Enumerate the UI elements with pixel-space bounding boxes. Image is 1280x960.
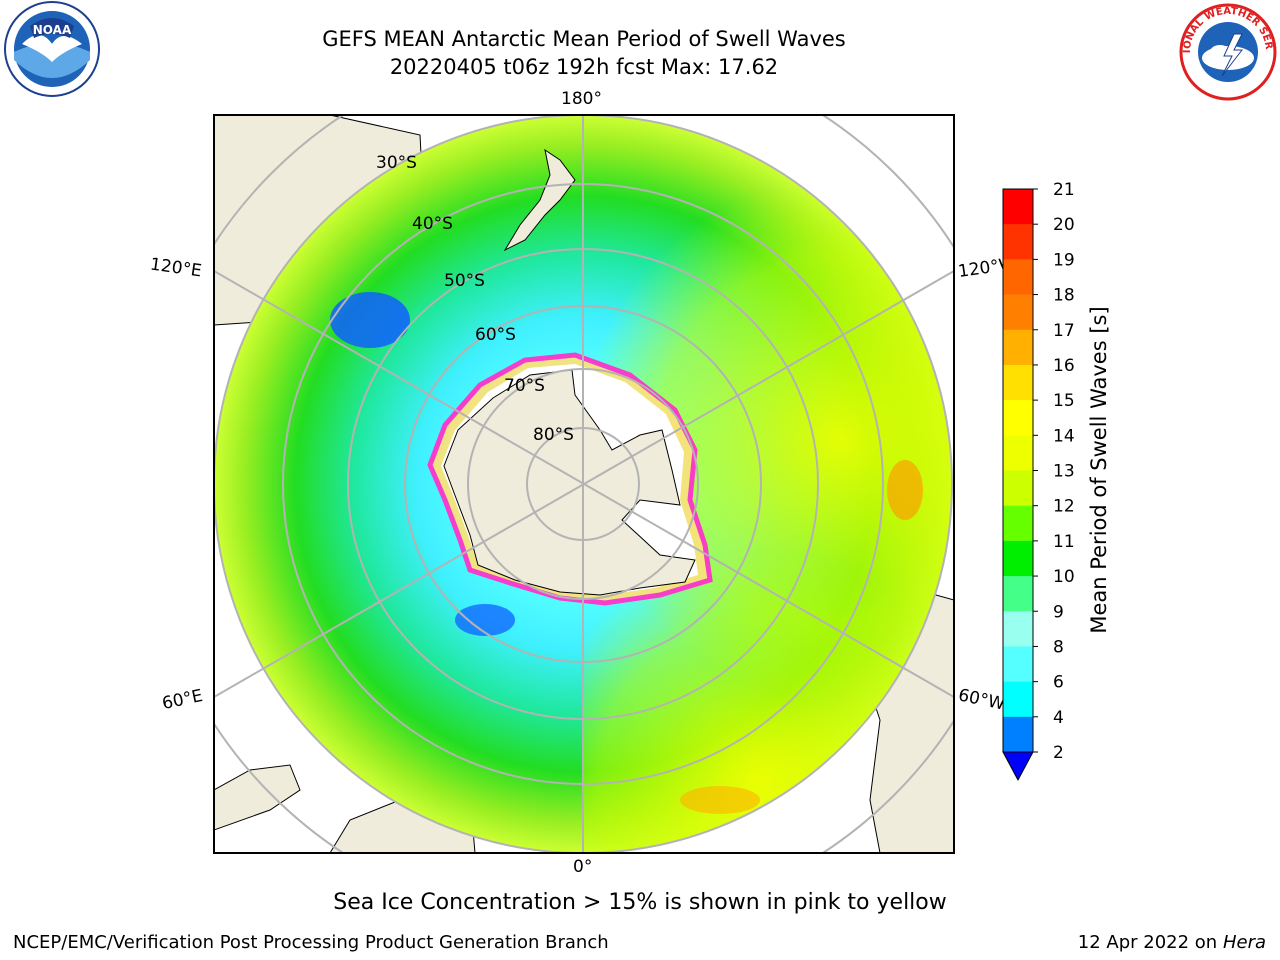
credit-line: NCEP/EMC/Verification Post Processing Pr… — [13, 932, 609, 953]
map-title: GEFS MEAN Antarctic Mean Period of Swell… — [322, 27, 846, 51]
low-period-patch — [455, 604, 515, 636]
graticule — [214, 115, 954, 853]
lon-label-180: 180° — [561, 89, 602, 109]
lat-label-50s: 50°S — [444, 271, 485, 291]
noaa-logo-text: NOAA — [33, 23, 72, 37]
map-subtitle: 20220405 t06z 192h fcst Max: 17.62 — [389, 55, 779, 79]
date-stamp: 12 Apr 2022 on Hera — [1078, 932, 1266, 953]
high-period-patch — [887, 460, 923, 520]
sea-ice-note: Sea Ice Concentration > 15% is shown in … — [333, 890, 947, 915]
low-period-patch — [330, 292, 410, 348]
lat-label-30s: 30°S — [376, 153, 417, 173]
new-zealand-land — [503, 148, 576, 252]
machine-name: Hera — [1222, 932, 1266, 953]
lon-label-0: 0° — [573, 857, 593, 877]
nws-logo-icon: NATIONAL WEATHER SERVICE — [1172, 0, 1280, 104]
lat-label-70s: 70°S — [504, 376, 545, 396]
madagascar-land — [214, 764, 301, 831]
noaa-logo-icon: NOAA — [0, 0, 104, 104]
lat-label-60s: 60°S — [475, 325, 516, 345]
map-frame — [213, 114, 955, 854]
lat-label-80s: 80°S — [533, 425, 574, 445]
lat-label-40s: 40°S — [412, 214, 453, 234]
date-text: 12 Apr 2022 on — [1077, 932, 1218, 953]
high-period-patch — [680, 786, 760, 814]
